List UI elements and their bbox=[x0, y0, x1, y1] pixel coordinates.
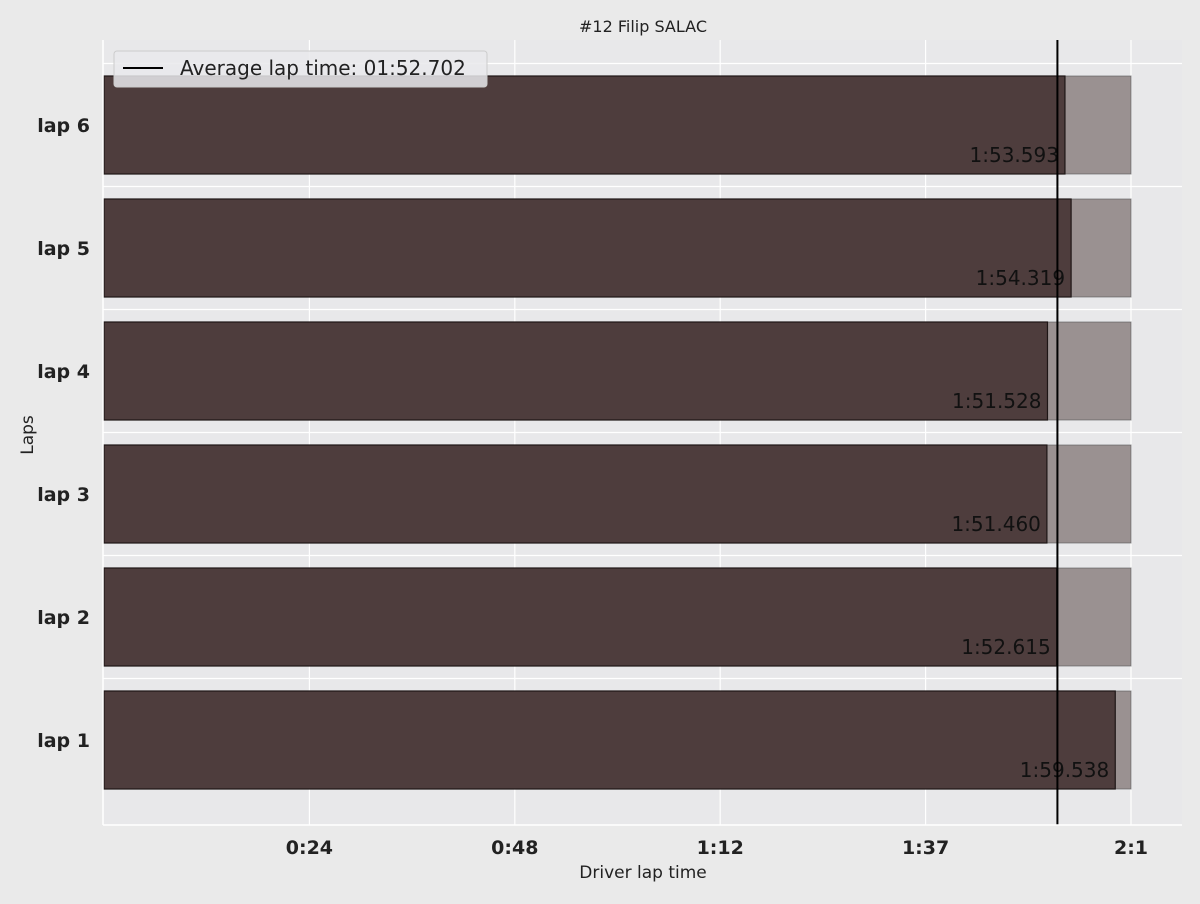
y-tick-label: lap 6 bbox=[37, 115, 90, 137]
x-tick-label: 1:37 bbox=[902, 837, 949, 859]
lap-bar bbox=[103, 75, 1066, 175]
bar-value-label: 1:59.538 bbox=[1020, 758, 1109, 782]
y-tick-label: lap 4 bbox=[37, 361, 90, 383]
y-tick-label: lap 5 bbox=[37, 238, 90, 260]
axes: lap 1 lap 2 lap 3 lap 4 lap 5 lap 6 0:24 0:48 1:… bbox=[37, 40, 1182, 859]
bars bbox=[103, 75, 1132, 790]
lap-bar bbox=[103, 198, 1072, 298]
x-tick-label: 0:24 bbox=[286, 837, 333, 859]
legend-box bbox=[113, 50, 488, 88]
bar-value-label: 1:51.528 bbox=[952, 389, 1041, 413]
y-tick-label: lap 3 bbox=[37, 484, 90, 506]
bar-value-label: 1:54.319 bbox=[976, 266, 1065, 290]
lap-bar bbox=[103, 690, 1116, 790]
y-axis-label: Laps bbox=[18, 415, 38, 455]
x-tick-label: 2:1 bbox=[1114, 837, 1148, 859]
lap-bar bbox=[103, 321, 1049, 421]
data-labels: 1:59.538 1:52.615 1:51.460 1:51.528 1:54.319… bbox=[951, 40, 1109, 825]
lap-bar bbox=[103, 444, 1048, 544]
bar-value-label: 1:51.460 bbox=[951, 512, 1040, 536]
legend: Average lap time: 01:52.702 bbox=[113, 50, 488, 88]
lap-bar bbox=[103, 567, 1058, 667]
chart-title: #12 Filip SALAC bbox=[579, 17, 707, 36]
y-tick-label: lap 2 bbox=[37, 607, 90, 629]
bar-value-label: 1:53.593 bbox=[970, 143, 1059, 167]
x-tick-label: 1:12 bbox=[697, 837, 744, 859]
x-tick-label: 0:48 bbox=[491, 837, 538, 859]
x-axis-label: Driver lap time bbox=[579, 863, 706, 883]
legend-label: Average lap time: 01:52.702 bbox=[180, 56, 466, 80]
y-tick-label: lap 1 bbox=[37, 730, 90, 752]
bar-value-label: 1:52.615 bbox=[961, 635, 1050, 659]
